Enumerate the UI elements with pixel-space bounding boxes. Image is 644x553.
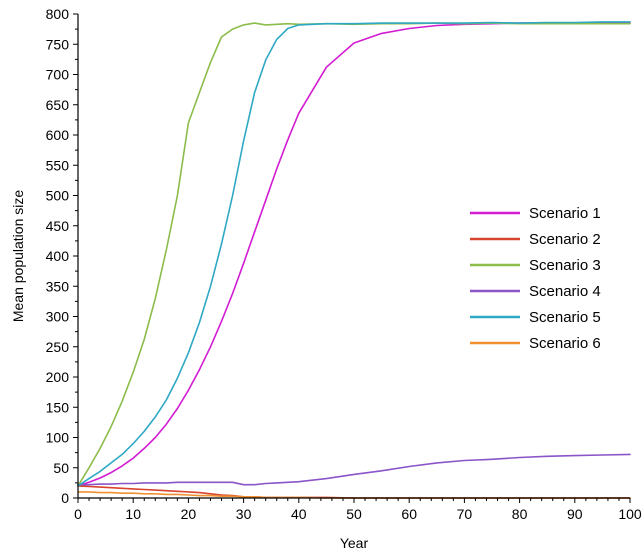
y-tick-label: 700 bbox=[46, 67, 70, 83]
x-tick-label: 80 bbox=[512, 506, 528, 522]
series-line-scenario-1 bbox=[77, 22, 631, 487]
series-line-scenario-6 bbox=[77, 491, 631, 499]
legend: Scenario 1 Scenario 2 Scenario 3 Scenario 4… bbox=[470, 205, 601, 352]
legend-label: Scenario 2 bbox=[529, 231, 601, 248]
y-tick-label: 350 bbox=[46, 278, 70, 294]
axes-layer bbox=[77, 14, 630, 499]
legend-label: Scenario 1 bbox=[529, 205, 601, 222]
series-line-scenario-4 bbox=[77, 453, 631, 486]
y-tick-label: 50 bbox=[53, 460, 69, 476]
y-axis-title: Mean population size bbox=[10, 190, 26, 323]
series-layer bbox=[77, 21, 631, 499]
x-tick-label: 30 bbox=[236, 506, 252, 522]
x-tick-label: 70 bbox=[457, 506, 473, 522]
y-tick-label: 450 bbox=[46, 218, 70, 234]
y-tick-label: 200 bbox=[46, 369, 70, 385]
x-tick-label: 60 bbox=[401, 506, 417, 522]
y-tick-label: 150 bbox=[46, 399, 70, 415]
y-tick-label: 750 bbox=[46, 36, 70, 52]
x-tick-label: 0 bbox=[74, 506, 82, 522]
series-line-scenario-3 bbox=[77, 22, 631, 487]
legend-label: Scenario 5 bbox=[529, 309, 601, 326]
y-tick-label: 500 bbox=[46, 188, 70, 204]
y-tick-label: 250 bbox=[46, 339, 70, 355]
legend-label: Scenario 4 bbox=[529, 283, 601, 300]
ticks-layer: 0501001502002503003504004505005506006507… bbox=[46, 6, 642, 522]
legend-label: Scenario 6 bbox=[529, 335, 601, 352]
x-tick-label: 20 bbox=[181, 506, 197, 522]
x-tick-label: 40 bbox=[291, 506, 307, 522]
series-line-scenario-5 bbox=[77, 21, 631, 487]
y-tick-label: 550 bbox=[46, 157, 70, 173]
series-line-scenario-2 bbox=[77, 485, 631, 499]
legend-label: Scenario 3 bbox=[529, 257, 601, 274]
y-tick-label: 600 bbox=[46, 127, 70, 143]
y-tick-label: 400 bbox=[46, 248, 70, 264]
y-tick-label: 0 bbox=[61, 490, 69, 506]
x-tick-label: 50 bbox=[346, 506, 362, 522]
y-tick-label: 300 bbox=[46, 309, 70, 325]
x-tick-label: 90 bbox=[567, 506, 583, 522]
y-tick-label: 650 bbox=[46, 97, 70, 113]
x-axis-title: Year bbox=[340, 535, 369, 551]
y-tick-label: 800 bbox=[46, 6, 70, 22]
x-tick-label: 100 bbox=[618, 506, 642, 522]
x-tick-label: 10 bbox=[125, 506, 141, 522]
y-tick-label: 100 bbox=[46, 430, 70, 446]
